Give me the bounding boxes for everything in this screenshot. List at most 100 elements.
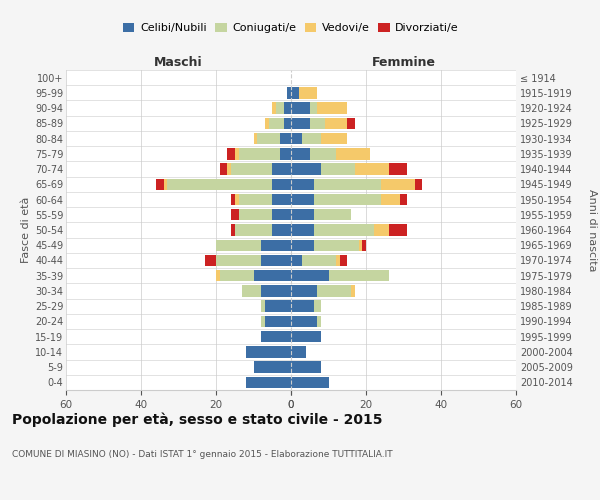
Bar <box>291 87 299 99</box>
Bar <box>291 331 321 342</box>
Bar <box>291 102 310 114</box>
Y-axis label: Fasce di età: Fasce di età <box>20 197 31 263</box>
Bar <box>325 118 347 129</box>
Bar <box>239 194 272 205</box>
Bar <box>242 285 261 296</box>
Bar <box>400 194 407 205</box>
Bar <box>291 209 314 220</box>
Bar <box>291 376 329 388</box>
Text: Popolazione per età, sesso e stato civile - 2015: Popolazione per età, sesso e stato civil… <box>12 412 383 427</box>
Legend: Celibi/Nubili, Coniugati/e, Vedovi/e, Divorziati/e: Celibi/Nubili, Coniugati/e, Vedovi/e, Di… <box>119 18 463 38</box>
Bar <box>381 194 400 205</box>
Bar <box>291 178 314 190</box>
Title: Femmine: Femmine <box>371 56 436 69</box>
Bar <box>280 133 291 144</box>
Bar <box>272 178 291 190</box>
Text: COMUNE DI MIASINO (NO) - Dati ISTAT 1° gennaio 2015 - Elaborazione TUTTITALIA.IT: COMUNE DI MIASINO (NO) - Dati ISTAT 1° g… <box>12 450 392 459</box>
Bar <box>235 148 239 160</box>
Bar <box>216 270 220 281</box>
Bar <box>291 316 317 327</box>
Bar <box>310 118 325 129</box>
Bar <box>276 102 284 114</box>
Bar <box>321 133 347 144</box>
Bar <box>284 102 291 114</box>
Bar <box>272 164 291 175</box>
Bar <box>254 362 291 373</box>
Y-axis label: Anni di nascita: Anni di nascita <box>587 188 597 271</box>
Bar <box>261 300 265 312</box>
Bar <box>261 285 291 296</box>
Bar <box>257 133 280 144</box>
Bar <box>235 224 272 235</box>
Bar <box>317 102 347 114</box>
Bar <box>239 148 280 160</box>
Bar <box>299 87 317 99</box>
Bar <box>272 209 291 220</box>
Bar <box>314 194 381 205</box>
Bar <box>291 164 321 175</box>
Bar <box>272 224 291 235</box>
Bar <box>302 133 321 144</box>
Bar <box>291 240 314 251</box>
Bar <box>336 148 370 160</box>
Bar <box>216 240 261 251</box>
Bar <box>280 148 291 160</box>
Bar <box>314 224 373 235</box>
Bar <box>291 285 317 296</box>
Bar <box>265 300 291 312</box>
Bar <box>261 240 291 251</box>
Bar <box>329 270 389 281</box>
Bar <box>336 255 340 266</box>
Title: Maschi: Maschi <box>154 56 203 69</box>
Bar <box>373 224 389 235</box>
Bar <box>287 87 291 99</box>
Bar <box>272 102 276 114</box>
Bar <box>389 164 407 175</box>
Bar <box>261 331 291 342</box>
Bar <box>156 178 163 190</box>
Bar <box>246 346 291 358</box>
Bar <box>291 118 310 129</box>
Bar <box>359 240 362 251</box>
Bar <box>291 346 306 358</box>
Bar <box>314 240 359 251</box>
Bar <box>205 255 216 266</box>
Bar <box>231 194 235 205</box>
Bar <box>291 194 314 205</box>
Bar <box>389 224 407 235</box>
Bar <box>254 270 291 281</box>
Bar <box>310 102 317 114</box>
Bar <box>216 255 261 266</box>
Bar <box>321 164 355 175</box>
Bar <box>291 300 314 312</box>
Bar <box>302 255 336 266</box>
Bar <box>351 285 355 296</box>
Bar <box>381 178 415 190</box>
Bar <box>291 148 310 160</box>
Bar <box>347 118 355 129</box>
Bar <box>272 194 291 205</box>
Bar <box>314 209 351 220</box>
Bar <box>227 148 235 160</box>
Bar <box>317 316 321 327</box>
Bar <box>261 316 265 327</box>
Bar <box>317 285 351 296</box>
Bar <box>231 209 239 220</box>
Bar <box>235 194 239 205</box>
Bar <box>415 178 422 190</box>
Bar <box>310 148 336 160</box>
Bar <box>355 164 389 175</box>
Bar <box>231 224 235 235</box>
Bar <box>220 270 254 281</box>
Bar <box>227 164 231 175</box>
Bar <box>362 240 366 251</box>
Bar <box>220 164 227 175</box>
Bar <box>291 255 302 266</box>
Bar <box>291 362 321 373</box>
Bar <box>314 300 321 312</box>
Bar <box>269 118 284 129</box>
Bar <box>254 133 257 144</box>
Bar <box>163 178 167 190</box>
Bar <box>261 255 291 266</box>
Bar <box>246 376 291 388</box>
